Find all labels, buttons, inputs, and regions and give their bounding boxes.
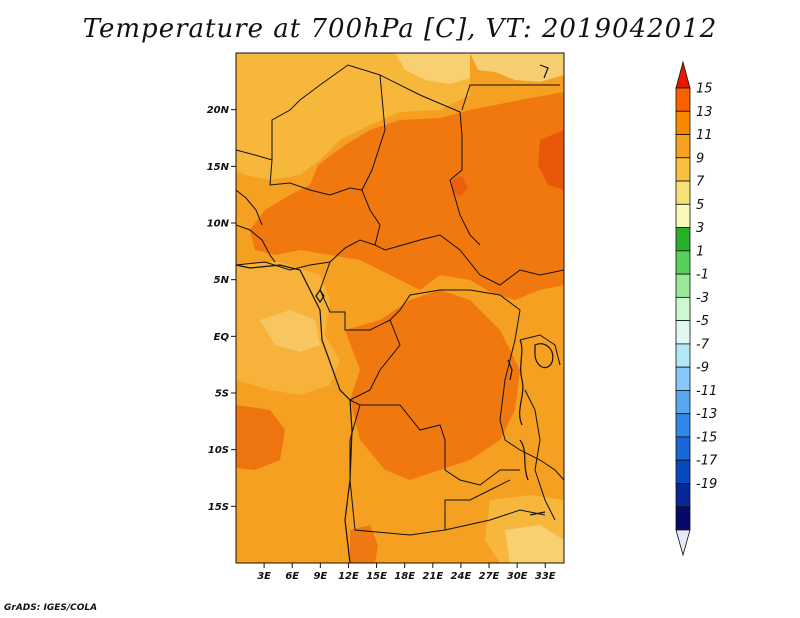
lon-tick-label: 24E: [451, 571, 472, 582]
colorbar-label: 3: [696, 221, 704, 236]
colorbar-box: [676, 437, 690, 460]
colorbar-label: 13: [696, 105, 713, 120]
colorbar-label: -13: [696, 407, 717, 422]
colorbar-box: [676, 414, 690, 437]
colorbar-label: -1: [696, 268, 709, 283]
lat-tick-label: 15N: [207, 162, 230, 173]
colorbar-label: 11: [696, 128, 713, 143]
colorbar-label: -15: [696, 430, 717, 445]
lon-tick-label: 18E: [394, 571, 415, 582]
colorbar-box: [676, 321, 690, 344]
lat-tick-label: 15S: [208, 502, 229, 513]
temperature-field: [236, 53, 564, 563]
lon-tick-label: 33E: [535, 571, 556, 582]
colorbar-box: [676, 88, 690, 111]
colorbar-label: -5: [696, 314, 709, 329]
grads-credit: GrADS: IGES/COLA: [4, 603, 97, 613]
colorbar-bottom-triangle: [676, 530, 690, 555]
colorbar-box: [676, 483, 690, 506]
colorbar-box: [676, 297, 690, 320]
colorbar-box: [676, 135, 690, 158]
lon-tick-label: 9E: [313, 571, 327, 582]
colorbar-label: 9: [696, 151, 704, 166]
colorbar-label: -11: [696, 384, 717, 399]
colorbar-box: [676, 507, 690, 530]
lon-tick-label: 21E: [422, 571, 443, 582]
colorbar-box: [676, 111, 690, 134]
colorbar-box: [676, 228, 690, 251]
colorbar-label: -9: [696, 361, 709, 376]
latitude-axis: 20N 15N 10N 5N EQ 5S 10S 15S: [207, 105, 236, 513]
colorbar-label: 7: [696, 175, 705, 190]
colorbar-box: [676, 390, 690, 413]
lat-tick-label: 5N: [214, 275, 230, 286]
lat-tick-label: 10S: [208, 445, 229, 456]
lat-tick-label: 10N: [207, 219, 230, 230]
lat-tick-label: EQ: [214, 332, 230, 343]
lat-tick-label: 5S: [215, 389, 229, 400]
colorbar-label: -17: [696, 454, 718, 469]
lon-tick-label: 15E: [366, 571, 387, 582]
colorbar-box: [676, 251, 690, 274]
colorbar-box: [676, 204, 690, 227]
colorbar-box: [676, 344, 690, 367]
colorbar-label: 5: [696, 198, 704, 213]
longitude-axis: 3E 6E 9E 12E 15E 18E 21E 24E 27E 30E 33E: [257, 563, 556, 582]
colorbar-box: [676, 158, 690, 181]
colorbar-label: -3: [696, 291, 709, 306]
colorbar-label: -19: [696, 477, 717, 492]
lon-tick-label: 30E: [507, 571, 528, 582]
colorbar-label: -7: [696, 337, 710, 352]
lon-tick-label: 3E: [257, 571, 271, 582]
colorbar-label: 15: [696, 82, 713, 97]
colorbar-box: [676, 181, 690, 204]
lon-tick-label: 6E: [285, 571, 299, 582]
lon-tick-label: 12E: [338, 571, 359, 582]
map-figure: 20N 15N 10N 5N EQ 5S 10S 15S 3E 6E 9E 12E 15E 18E 21E…: [0, 0, 800, 618]
lon-tick-label: 27E: [479, 571, 500, 582]
colorbar-box: [676, 367, 690, 390]
colorbar-box: [676, 460, 690, 483]
colorbar-box: [676, 274, 690, 297]
lat-tick-label: 20N: [207, 105, 230, 116]
colorbar: 15 13 11 9 7 5 3 1 -1 -3 -5 -7 -9 -11 -13 -15 -17 -19: [676, 62, 718, 555]
colorbar-top-triangle: [676, 62, 690, 88]
colorbar-label: 1: [696, 244, 704, 259]
